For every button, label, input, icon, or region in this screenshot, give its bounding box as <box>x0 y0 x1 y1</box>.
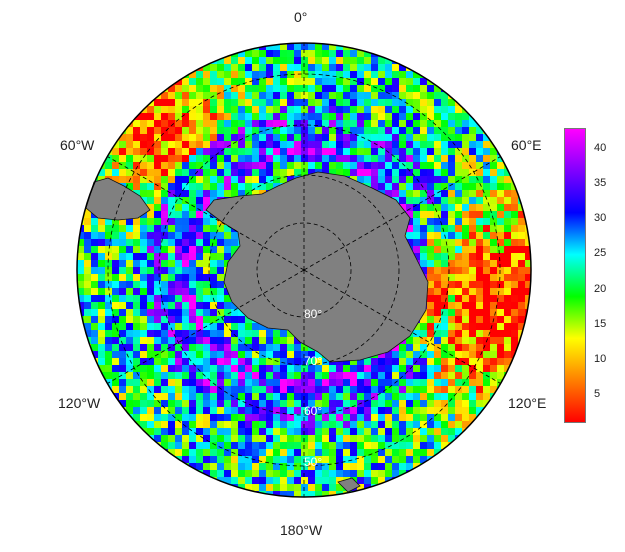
south-america-tip <box>85 177 151 221</box>
colorbar-tick-15: 15 <box>594 317 607 330</box>
antarctica-continent <box>205 171 429 363</box>
colorbar-tick-20: 20 <box>594 282 607 295</box>
lon-label-120w: 120°W <box>58 395 101 411</box>
map-boundary <box>76 42 532 498</box>
latitude-circle <box>256 222 352 318</box>
lat-label-80: 80° <box>304 307 323 321</box>
latitude-circle <box>158 124 450 416</box>
lon-label-120e: 120°E <box>508 395 547 411</box>
graticule <box>107 43 501 497</box>
colorbar-tick-40: 40 <box>594 142 607 155</box>
lon-label-60w: 60°W <box>60 137 95 153</box>
lat-label-70: 70° <box>304 354 323 368</box>
colorbar-tick-5: 5 <box>594 387 601 400</box>
land-antarctica <box>85 171 429 493</box>
meridian-line <box>303 156 501 271</box>
meridian-line <box>107 156 305 271</box>
meridian-line <box>303 269 501 384</box>
latitude-circle <box>107 73 501 467</box>
lat-label-60: 60° <box>304 404 323 418</box>
new-zealand-fragment <box>337 477 361 493</box>
lon-label-0: 0° <box>294 9 308 25</box>
colorbar <box>564 128 586 423</box>
colorbar-tick-35: 35 <box>594 177 607 190</box>
lon-label-180w: 180°W <box>280 522 323 538</box>
lon-label-60e: 60°E <box>511 137 542 153</box>
colorbar-tick-30: 30 <box>594 212 607 225</box>
lat-label-50: 50° <box>304 455 323 469</box>
meridian-line <box>107 269 305 384</box>
colorbar-tick-10: 10 <box>594 352 607 365</box>
colorbar-tick-25: 25 <box>594 247 607 260</box>
